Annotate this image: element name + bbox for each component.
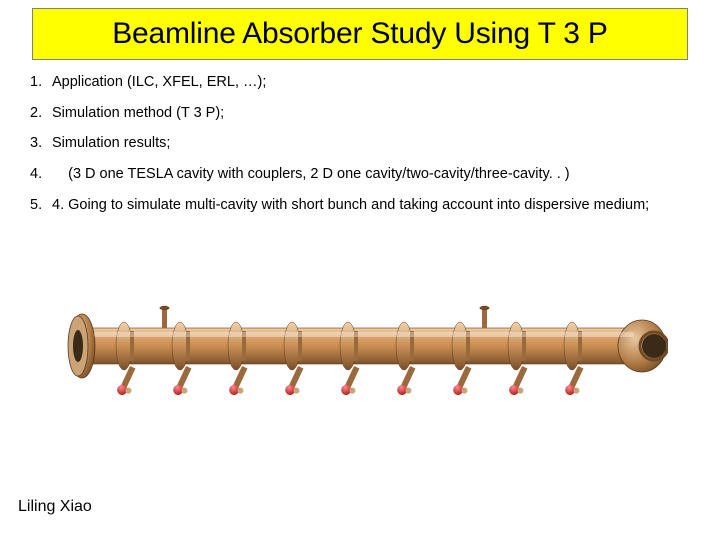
beamline-svg [54,258,668,438]
list-num: 2. [30,105,52,122]
slide-title: Beamline Absorber Study Using T 3 P [112,17,608,51]
coupler [340,365,365,398]
list-text: 4. Going to simulate multi-cavity with s… [52,197,690,214]
list-item: 3. Simulation results; [30,135,690,152]
author-name: Liling Xiao [18,498,92,516]
list-text: (3 D one TESLA cavity with couplers, 2 D… [52,166,690,183]
cell-bulge [396,322,412,370]
list-num: 4. [30,166,52,183]
right-port-hole [642,334,666,358]
coupler [452,365,477,398]
beamline-figure [54,258,668,438]
title-box: Beamline Absorber Study Using T 3 P [32,8,688,60]
tube-highlight [94,332,634,337]
cell-bulge [340,322,356,370]
endcap-left-bore [73,330,83,362]
coupler [508,365,533,398]
list-text: Simulation results; [52,135,690,152]
cell-bulge [564,322,580,370]
cell-bulge [116,322,132,370]
coupler [172,365,197,398]
cell-bulge [508,322,524,370]
list-num: 1. [30,74,52,91]
list-text: Application (ILC, XFEL, ERL, …); [52,74,690,91]
coupler [564,365,589,398]
list-num: 5. [30,197,52,214]
slide: Beamline Absorber Study Using T 3 P 1. A… [0,0,720,540]
outline-list: 1. Application (ILC, XFEL, ERL, …); 2. S… [30,74,690,227]
cell-bulge [228,322,244,370]
cell-bulge [452,322,468,370]
list-text: Simulation method (T 3 P); [52,105,690,122]
coupler [116,365,141,398]
list-item: 1. Application (ILC, XFEL, ERL, …); [30,74,690,91]
list-item: 4. (3 D one TESLA cavity with couplers, … [30,166,690,183]
cell-bulge [172,322,188,370]
list-item: 2. Simulation method (T 3 P); [30,105,690,122]
coupler [284,365,309,398]
coupler [396,365,421,398]
cell-bulge [284,322,300,370]
coupler [228,365,253,398]
top-port [480,306,490,328]
top-port [160,306,170,328]
list-item: 5. 4. Going to simulate multi-cavity wit… [30,197,690,214]
list-num: 3. [30,135,52,152]
